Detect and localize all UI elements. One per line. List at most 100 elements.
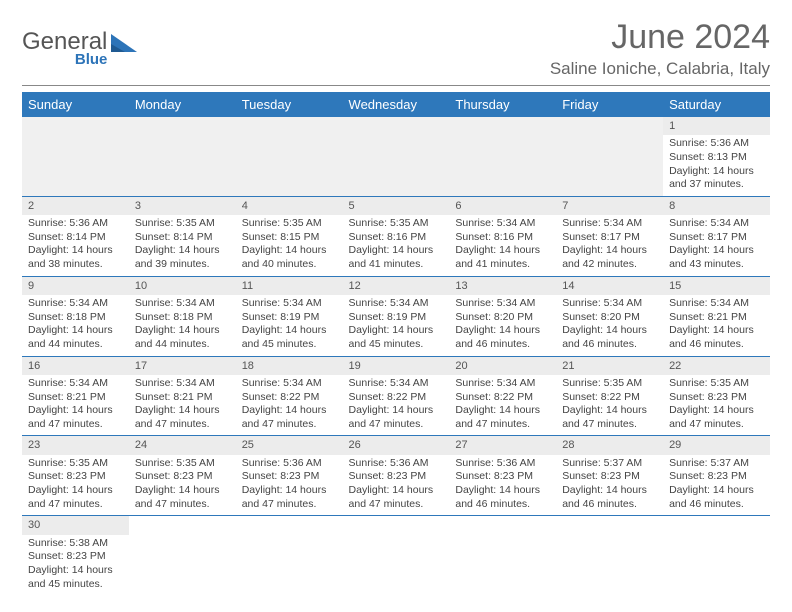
calendar-day: 7Sunrise: 5:34 AMSunset: 8:17 PMDaylight…	[556, 196, 663, 276]
day-number: 6	[449, 197, 556, 215]
calendar-week: 30Sunrise: 5:38 AMSunset: 8:23 PMDayligh…	[22, 516, 770, 595]
daylight-text: Daylight: 14 hours and 44 minutes.	[28, 324, 123, 351]
day-number: 9	[22, 277, 129, 295]
sunrise-text: Sunrise: 5:34 AM	[28, 297, 123, 311]
day-number: 22	[663, 357, 770, 375]
daylight-text: Daylight: 14 hours and 37 minutes.	[669, 165, 764, 192]
brand-sub: Blue	[22, 52, 107, 67]
day-info: Sunrise: 5:36 AMSunset: 8:23 PMDaylight:…	[343, 455, 450, 516]
day-number: 4	[236, 197, 343, 215]
day-info: Sunrise: 5:34 AMSunset: 8:21 PMDaylight:…	[663, 295, 770, 356]
day-info: Sunrise: 5:34 AMSunset: 8:17 PMDaylight:…	[556, 215, 663, 276]
day-info: Sunrise: 5:35 AMSunset: 8:23 PMDaylight:…	[22, 455, 129, 516]
sunrise-text: Sunrise: 5:34 AM	[28, 377, 123, 391]
sunset-text: Sunset: 8:21 PM	[669, 311, 764, 325]
day-info: Sunrise: 5:36 AMSunset: 8:23 PMDaylight:…	[449, 455, 556, 516]
sunset-text: Sunset: 8:16 PM	[349, 231, 444, 245]
sunset-text: Sunset: 8:17 PM	[562, 231, 657, 245]
calendar-day: 4Sunrise: 5:35 AMSunset: 8:15 PMDaylight…	[236, 196, 343, 276]
day-number: 27	[449, 436, 556, 454]
daylight-text: Daylight: 14 hours and 47 minutes.	[349, 404, 444, 431]
weekday-header: Wednesday	[343, 92, 450, 117]
calendar-header-row: SundayMondayTuesdayWednesdayThursdayFrid…	[22, 92, 770, 117]
day-info: Sunrise: 5:35 AMSunset: 8:16 PMDaylight:…	[343, 215, 450, 276]
sunset-text: Sunset: 8:22 PM	[455, 391, 550, 405]
day-number: 29	[663, 436, 770, 454]
day-number: 20	[449, 357, 556, 375]
day-info: Sunrise: 5:34 AMSunset: 8:21 PMDaylight:…	[129, 375, 236, 436]
day-number: 3	[129, 197, 236, 215]
sunrise-text: Sunrise: 5:34 AM	[455, 217, 550, 231]
day-number: 21	[556, 357, 663, 375]
sunset-text: Sunset: 8:21 PM	[28, 391, 123, 405]
sunset-text: Sunset: 8:13 PM	[669, 151, 764, 165]
weekday-header: Saturday	[663, 92, 770, 117]
sunset-text: Sunset: 8:21 PM	[135, 391, 230, 405]
day-number: 25	[236, 436, 343, 454]
calendar-body: 1Sunrise: 5:36 AMSunset: 8:13 PMDaylight…	[22, 117, 770, 595]
daylight-text: Daylight: 14 hours and 38 minutes.	[28, 244, 123, 271]
day-number: 28	[556, 436, 663, 454]
brand-logo: General Blue	[22, 18, 139, 67]
sunrise-text: Sunrise: 5:36 AM	[455, 457, 550, 471]
calendar-day: 21Sunrise: 5:35 AMSunset: 8:22 PMDayligh…	[556, 356, 663, 436]
sunrise-text: Sunrise: 5:35 AM	[135, 217, 230, 231]
calendar-empty	[449, 516, 556, 595]
sunrise-text: Sunrise: 5:34 AM	[562, 217, 657, 231]
daylight-text: Daylight: 14 hours and 47 minutes.	[28, 484, 123, 511]
calendar-day: 15Sunrise: 5:34 AMSunset: 8:21 PMDayligh…	[663, 276, 770, 356]
calendar-day: 10Sunrise: 5:34 AMSunset: 8:18 PMDayligh…	[129, 276, 236, 356]
day-info: Sunrise: 5:38 AMSunset: 8:23 PMDaylight:…	[22, 535, 129, 596]
sunset-text: Sunset: 8:23 PM	[135, 470, 230, 484]
day-number: 30	[22, 516, 129, 534]
sunrise-text: Sunrise: 5:36 AM	[349, 457, 444, 471]
calendar-empty	[343, 516, 450, 595]
sunset-text: Sunset: 8:16 PM	[455, 231, 550, 245]
sunrise-text: Sunrise: 5:34 AM	[135, 377, 230, 391]
flag-icon	[111, 34, 139, 59]
day-info: Sunrise: 5:34 AMSunset: 8:21 PMDaylight:…	[22, 375, 129, 436]
sunrise-text: Sunrise: 5:35 AM	[242, 217, 337, 231]
sunrise-text: Sunrise: 5:35 AM	[562, 377, 657, 391]
sunset-text: Sunset: 8:23 PM	[455, 470, 550, 484]
daylight-text: Daylight: 14 hours and 47 minutes.	[455, 404, 550, 431]
day-info: Sunrise: 5:36 AMSunset: 8:13 PMDaylight:…	[663, 135, 770, 196]
month-title: June 2024	[550, 18, 770, 57]
calendar-empty	[556, 117, 663, 196]
daylight-text: Daylight: 14 hours and 46 minutes.	[669, 484, 764, 511]
calendar-day: 30Sunrise: 5:38 AMSunset: 8:23 PMDayligh…	[22, 516, 129, 595]
sunrise-text: Sunrise: 5:35 AM	[135, 457, 230, 471]
day-info: Sunrise: 5:34 AMSunset: 8:22 PMDaylight:…	[236, 375, 343, 436]
daylight-text: Daylight: 14 hours and 46 minutes.	[562, 484, 657, 511]
day-info: Sunrise: 5:37 AMSunset: 8:23 PMDaylight:…	[556, 455, 663, 516]
calendar-day: 19Sunrise: 5:34 AMSunset: 8:22 PMDayligh…	[343, 356, 450, 436]
calendar-day: 11Sunrise: 5:34 AMSunset: 8:19 PMDayligh…	[236, 276, 343, 356]
calendar-week: 1Sunrise: 5:36 AMSunset: 8:13 PMDaylight…	[22, 117, 770, 196]
daylight-text: Daylight: 14 hours and 40 minutes.	[242, 244, 337, 271]
daylight-text: Daylight: 14 hours and 45 minutes.	[349, 324, 444, 351]
day-info: Sunrise: 5:35 AMSunset: 8:22 PMDaylight:…	[556, 375, 663, 436]
day-info: Sunrise: 5:35 AMSunset: 8:15 PMDaylight:…	[236, 215, 343, 276]
daylight-text: Daylight: 14 hours and 47 minutes.	[135, 404, 230, 431]
daylight-text: Daylight: 14 hours and 47 minutes.	[669, 404, 764, 431]
calendar-day: 14Sunrise: 5:34 AMSunset: 8:20 PMDayligh…	[556, 276, 663, 356]
sunrise-text: Sunrise: 5:34 AM	[455, 377, 550, 391]
weekday-header: Tuesday	[236, 92, 343, 117]
sunrise-text: Sunrise: 5:34 AM	[455, 297, 550, 311]
calendar-empty	[236, 117, 343, 196]
sunrise-text: Sunrise: 5:34 AM	[242, 297, 337, 311]
sunrise-text: Sunrise: 5:37 AM	[669, 457, 764, 471]
sunset-text: Sunset: 8:22 PM	[349, 391, 444, 405]
sunset-text: Sunset: 8:23 PM	[669, 470, 764, 484]
sunrise-text: Sunrise: 5:35 AM	[349, 217, 444, 231]
day-info: Sunrise: 5:35 AMSunset: 8:23 PMDaylight:…	[129, 455, 236, 516]
calendar-week: 16Sunrise: 5:34 AMSunset: 8:21 PMDayligh…	[22, 356, 770, 436]
day-number: 18	[236, 357, 343, 375]
calendar-empty	[449, 117, 556, 196]
day-info: Sunrise: 5:34 AMSunset: 8:20 PMDaylight:…	[556, 295, 663, 356]
calendar-day: 29 Sunrise: 5:37 AMSunset: 8:23 PMDayligh…	[663, 436, 770, 516]
calendar-day: 3Sunrise: 5:35 AMSunset: 8:14 PMDaylight…	[129, 196, 236, 276]
day-info: Sunrise: 5:34 AMSunset: 8:19 PMDaylight:…	[236, 295, 343, 356]
sunrise-text: Sunrise: 5:34 AM	[242, 377, 337, 391]
sunset-text: Sunset: 8:23 PM	[349, 470, 444, 484]
